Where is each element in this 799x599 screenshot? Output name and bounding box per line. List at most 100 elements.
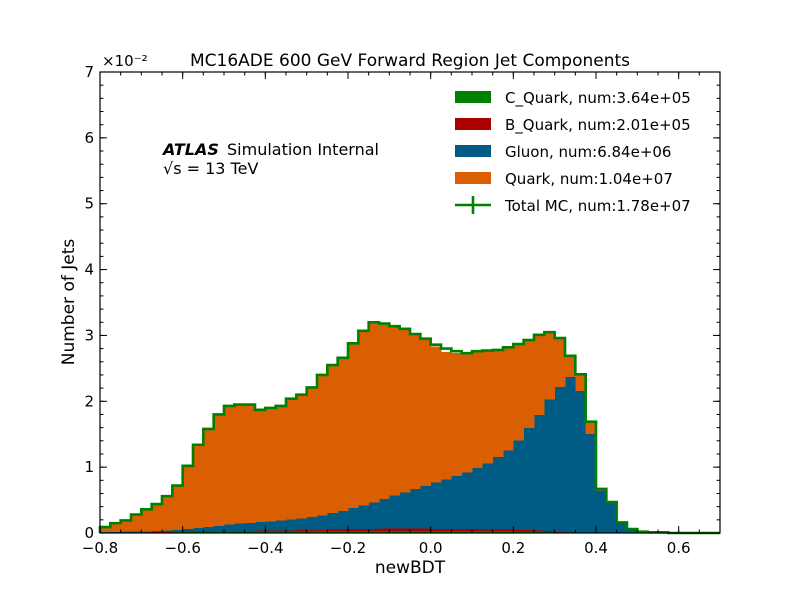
bar — [193, 528, 204, 532]
bar — [420, 338, 432, 486]
bar — [492, 457, 504, 530]
y-tick-label: 7 — [84, 63, 94, 81]
bar — [554, 386, 566, 532]
bar — [513, 531, 525, 533]
bar — [296, 530, 308, 532]
bar — [203, 527, 215, 532]
bar — [296, 518, 308, 531]
bar — [368, 528, 380, 531]
bar — [523, 340, 535, 429]
bar — [461, 530, 473, 533]
bar — [410, 530, 421, 533]
bar — [193, 444, 204, 529]
bar — [451, 530, 463, 533]
bar — [441, 528, 452, 531]
bar — [523, 530, 535, 532]
bar — [554, 531, 566, 533]
bar — [151, 503, 163, 531]
legend-swatch — [455, 172, 491, 184]
bar — [317, 529, 328, 532]
bar — [513, 343, 525, 441]
bar — [554, 338, 566, 387]
bar — [544, 399, 556, 532]
bar — [172, 529, 184, 532]
bar — [244, 530, 256, 532]
bar — [275, 405, 287, 521]
bar — [182, 529, 194, 532]
legend-item: B_Quark, num:2.01e+05 — [455, 116, 691, 135]
bar — [565, 376, 576, 533]
legend-label: Gluon, num:6.84e+06 — [505, 143, 671, 161]
bar — [379, 499, 390, 529]
bar — [141, 531, 153, 533]
bar — [265, 530, 277, 532]
bar — [358, 530, 370, 533]
bar — [255, 530, 266, 532]
series-2-bars — [100, 376, 669, 533]
bar — [368, 530, 380, 533]
bar — [472, 529, 483, 531]
y-axis-label: Number of Jets — [59, 239, 79, 366]
y-tick-label: 3 — [84, 326, 94, 344]
bar — [368, 502, 380, 529]
bar — [337, 531, 349, 533]
bar — [461, 529, 473, 531]
bar — [255, 522, 266, 531]
bar — [585, 433, 597, 533]
bar — [461, 472, 473, 530]
bar — [420, 528, 432, 531]
histogram-stack — [100, 322, 669, 533]
bar — [286, 531, 297, 533]
bar — [441, 479, 452, 529]
bar — [492, 349, 504, 458]
bar — [399, 528, 411, 531]
bar — [306, 531, 318, 533]
bar — [296, 394, 308, 519]
bar — [213, 414, 225, 526]
bar — [296, 531, 308, 533]
bar — [482, 463, 494, 530]
bar — [503, 347, 514, 451]
bar — [451, 528, 463, 531]
legend-item: Quark, num:1.04e+07 — [455, 170, 673, 188]
bar — [275, 520, 287, 531]
legend-item: C_Quark, num:3.64e+05 — [455, 89, 691, 108]
bar — [575, 391, 587, 533]
legend-label: C_Quark, num:3.64e+05 — [505, 89, 691, 108]
bar — [224, 524, 235, 531]
chart-title: MC16ADE 600 GeV Forward Region Jet Compo… — [190, 51, 630, 71]
bar — [244, 404, 256, 523]
legend: C_Quark, num:3.64e+05 B_Quark, num:2.01e+… — [455, 89, 691, 215]
bar — [275, 530, 287, 532]
bar — [162, 496, 173, 531]
bar — [141, 509, 153, 532]
bar — [575, 374, 587, 392]
atlas-energy-label: √s = 13 TeV — [163, 159, 258, 178]
bar — [420, 485, 432, 529]
bar — [358, 529, 370, 531]
bar — [265, 521, 277, 531]
bar — [348, 529, 359, 531]
bar — [420, 530, 432, 533]
bar — [348, 343, 359, 509]
bar — [337, 357, 349, 512]
bar — [306, 516, 318, 531]
bar — [244, 531, 256, 533]
bar — [492, 529, 504, 532]
atlas-label: ATLAS Simulation Internal √s = 13 TeV — [161, 140, 379, 178]
legend-item: Gluon, num:6.84e+06 — [455, 143, 671, 161]
y-tick-label: 0 — [84, 524, 94, 542]
bar — [482, 530, 494, 533]
legend-label: Total MC, num:1.78e+07 — [504, 197, 691, 215]
bar — [358, 330, 370, 506]
bar — [110, 523, 122, 533]
bar — [441, 351, 452, 480]
legend-swatch — [455, 145, 491, 157]
bar — [234, 531, 246, 533]
bar — [255, 409, 266, 523]
bar — [379, 530, 390, 533]
bar — [616, 523, 628, 533]
bar — [544, 332, 556, 400]
bar — [389, 325, 401, 496]
